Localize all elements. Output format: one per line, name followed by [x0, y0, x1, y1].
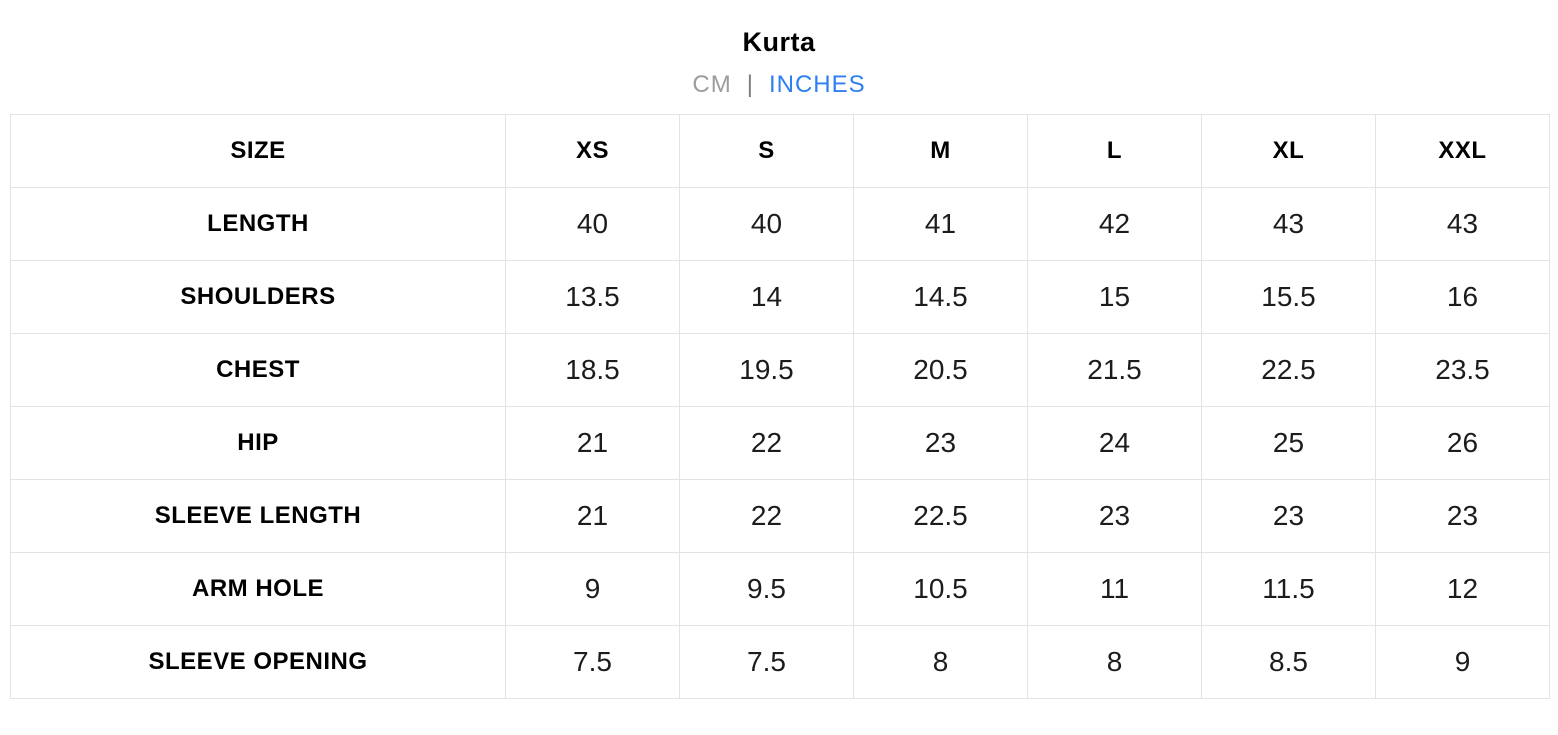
table-row: SLEEVE LENGTH 21 22 22.5 23 23 23	[10, 479, 1550, 553]
size-chart-table: SIZE XS S M L XL XXL LENGTH 40 40 41 42 43 43 SHOULDE…	[10, 114, 1550, 699]
row-label-sleeve-opening: SLEEVE OPENING	[10, 625, 506, 699]
measurement-value: 22.5	[1201, 333, 1376, 407]
measurement-value: 21.5	[1027, 333, 1202, 407]
measurement-value: 9.5	[679, 552, 854, 626]
measurement-value: 24	[1027, 406, 1202, 480]
row-label-hip: HIP	[10, 406, 506, 480]
measurement-value: 8	[1027, 625, 1202, 699]
table-row: CHEST 18.5 19.5 20.5 21.5 22.5 23.5	[10, 333, 1550, 407]
measurement-value: 11	[1027, 552, 1202, 626]
table-row: SHOULDERS 13.5 14 14.5 15 15.5 16	[10, 260, 1550, 334]
column-header-m: M	[853, 114, 1028, 188]
measurement-value: 8	[853, 625, 1028, 699]
measurement-value: 14.5	[853, 260, 1028, 334]
measurement-value: 21	[505, 406, 680, 480]
row-label-arm-hole: ARM HOLE	[10, 552, 506, 626]
measurement-value: 15	[1027, 260, 1202, 334]
measurement-value: 22	[679, 406, 854, 480]
table-row: LENGTH 40 40 41 42 43 43	[10, 187, 1550, 261]
measurement-value: 7.5	[505, 625, 680, 699]
measurement-value: 43	[1201, 187, 1376, 261]
measurement-value: 23.5	[1375, 333, 1550, 407]
measurement-value: 10.5	[853, 552, 1028, 626]
measurement-value: 41	[853, 187, 1028, 261]
measurement-value: 16	[1375, 260, 1550, 334]
row-label-chest: CHEST	[10, 333, 506, 407]
column-header-l: L	[1027, 114, 1202, 188]
unit-cm-button[interactable]: CM	[692, 71, 732, 98]
table-row: ARM HOLE 9 9.5 10.5 11 11.5 12	[10, 552, 1550, 626]
table-row: SLEEVE OPENING 7.5 7.5 8 8 8.5 9	[10, 625, 1550, 699]
column-header-size: SIZE	[10, 114, 506, 188]
page-title: Kurta	[742, 27, 816, 57]
measurement-value: 11.5	[1201, 552, 1376, 626]
measurement-value: 7.5	[679, 625, 854, 699]
measurement-value: 9	[1375, 625, 1550, 699]
unit-separator: |	[746, 71, 754, 98]
row-label-length: LENGTH	[10, 187, 506, 261]
table-header-row: SIZE XS S M L XL XXL	[10, 114, 1550, 188]
row-label-shoulders: SHOULDERS	[10, 260, 506, 334]
measurement-value: 15.5	[1201, 260, 1376, 334]
column-header-xxl: XXL	[1375, 114, 1550, 188]
unit-toggle: CM | INCHES	[0, 71, 1558, 99]
measurement-value: 40	[679, 187, 854, 261]
measurement-value: 40	[505, 187, 680, 261]
measurement-value: 9	[505, 552, 680, 626]
measurement-value: 20.5	[853, 333, 1028, 407]
measurement-value: 26	[1375, 406, 1550, 480]
measurement-value: 23	[1027, 479, 1202, 553]
measurement-value: 8.5	[1201, 625, 1376, 699]
measurement-value: 23	[1201, 479, 1376, 553]
measurement-value: 23	[1375, 479, 1550, 553]
measurement-value: 43	[1375, 187, 1550, 261]
measurement-value: 22	[679, 479, 854, 553]
measurement-value: 19.5	[679, 333, 854, 407]
measurement-value: 25	[1201, 406, 1376, 480]
column-header-s: S	[679, 114, 854, 188]
measurement-value: 42	[1027, 187, 1202, 261]
measurement-value: 22.5	[853, 479, 1028, 553]
row-label-sleeve-length: SLEEVE LENGTH	[10, 479, 506, 553]
measurement-value: 14	[679, 260, 854, 334]
measurement-value: 13.5	[505, 260, 680, 334]
measurement-value: 21	[505, 479, 680, 553]
measurement-value: 18.5	[505, 333, 680, 407]
column-header-xl: XL	[1201, 114, 1376, 188]
measurement-value: 23	[853, 406, 1028, 480]
column-header-xs: XS	[505, 114, 680, 188]
table-row: HIP 21 22 23 24 25 26	[10, 406, 1550, 480]
measurement-value: 12	[1375, 552, 1550, 626]
unit-inches-button[interactable]: INCHES	[768, 71, 866, 98]
